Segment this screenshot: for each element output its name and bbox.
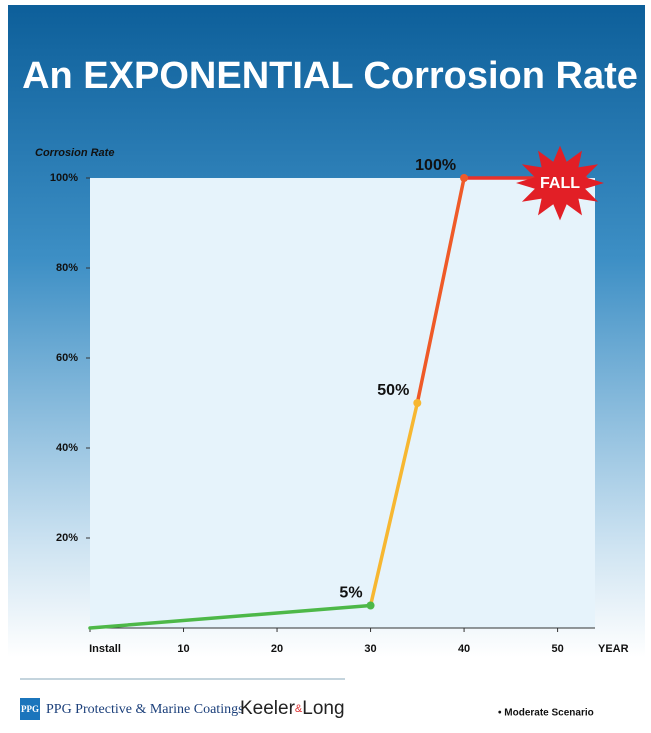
x-tick-label: 10: [177, 643, 189, 655]
y-tick-label: 80%: [56, 262, 78, 274]
line-segment: [368, 401, 420, 608]
point: [460, 174, 469, 182]
line-segment: [88, 603, 373, 630]
data-label: 100%: [415, 157, 456, 174]
plot-area: [90, 178, 595, 628]
keeler-logo: Keeler&Long: [240, 698, 345, 719]
fall-burst: [516, 145, 604, 221]
ppg-text: PPG Protective & Marine Coatings: [46, 702, 244, 717]
x-tick-label: Install: [89, 643, 121, 655]
point: [413, 399, 422, 407]
x-tick-label: 40: [458, 643, 470, 655]
y-tick-label: 100%: [50, 172, 78, 184]
y-tick-label: 60%: [56, 352, 78, 364]
x-tick-label: 50: [551, 643, 563, 655]
keeler: Keeler: [240, 698, 296, 719]
data-label: 50%: [377, 382, 409, 399]
ppg-logo-box: [20, 698, 40, 720]
point: [366, 601, 375, 610]
line-segment: [415, 176, 466, 405]
y-axis-label: Corrosion Rate: [35, 147, 114, 159]
data-label: 5%: [339, 585, 362, 602]
keeler-amp: &: [295, 703, 303, 715]
x-tick-label: 30: [364, 643, 376, 655]
y-tick-label: 40%: [56, 442, 78, 454]
x-axis-label: YEAR: [598, 643, 629, 655]
keeler-long: Long: [302, 698, 344, 719]
scenario-note: • Moderate Scenario: [498, 708, 594, 719]
chart-title: An EXPONENTIAL Corrosion Rate: [22, 55, 638, 97]
y-tick-label: 20%: [56, 532, 78, 544]
annotation: FALL: [540, 175, 580, 192]
x-tick-label: 20: [271, 643, 283, 655]
ppg-logo: PPG: [21, 704, 39, 714]
